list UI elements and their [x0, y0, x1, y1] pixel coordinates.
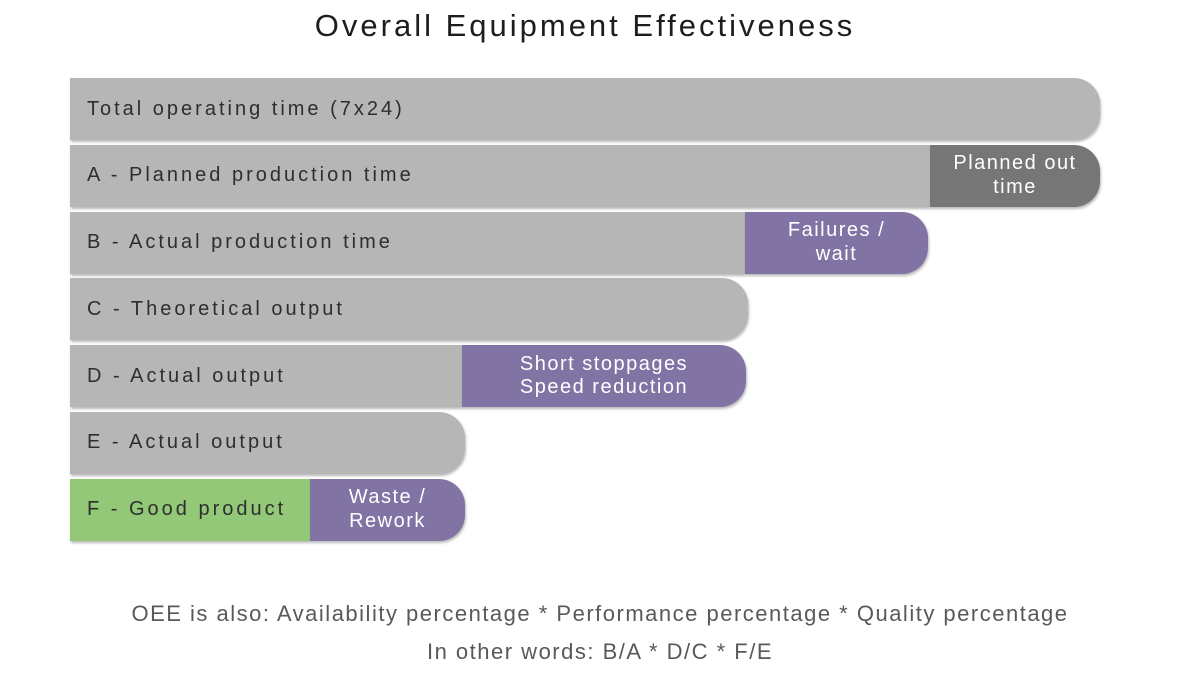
bar-total-operating-time: Total operating time (7x24)	[70, 78, 1100, 140]
overlay-failures-wait: Failures / wait	[745, 211, 928, 274]
footer-formula-line2: In other words: B/A * D/C * F/E	[426, 639, 774, 664]
bar-d-actual-output: D - Actual output	[70, 345, 462, 408]
bar-row-good-product: F - Good product Waste / Rework	[70, 478, 1100, 541]
bar-c-theoretical-output: C - Theoretical output	[70, 278, 748, 341]
overlay-waste-rework: Waste / Rework	[310, 478, 465, 541]
oee-bar-chart: Total operating time (7x24) A - Planned …	[70, 78, 1100, 541]
bar-b-actual-production-time: B - Actual production time	[70, 211, 745, 274]
page-title: Overall Equipment Effectiveness	[314, 8, 856, 43]
bar-e-actual-output: E - Actual output	[70, 411, 465, 474]
bar-row-actual-production-time: B - Actual production time Failures / wa…	[70, 211, 1100, 274]
bar-row-actual-output-d: D - Actual output Short stoppages Speed …	[70, 345, 1100, 408]
footer-formula-line1: OEE is also: Availability percentage * P…	[131, 601, 1069, 626]
bar-f-good-product: F - Good product	[70, 478, 310, 541]
footer-formula: OEE is also: Availability percentage * P…	[0, 595, 1200, 671]
overlay-short-stoppages-speed-reduction: Short stoppages Speed reduction	[462, 345, 746, 408]
bar-row-actual-output-e: E - Actual output	[70, 411, 1100, 474]
overlay-planned-out-time: Planned out time	[930, 144, 1100, 207]
bar-a-planned-production-time: A - Planned production time	[70, 144, 930, 207]
bar-row-total-operating-time: Total operating time (7x24)	[70, 78, 1100, 140]
bar-row-planned-production-time: A - Planned production time Planned out …	[70, 144, 1100, 207]
bar-row-theoretical-output: C - Theoretical output	[70, 278, 1100, 341]
